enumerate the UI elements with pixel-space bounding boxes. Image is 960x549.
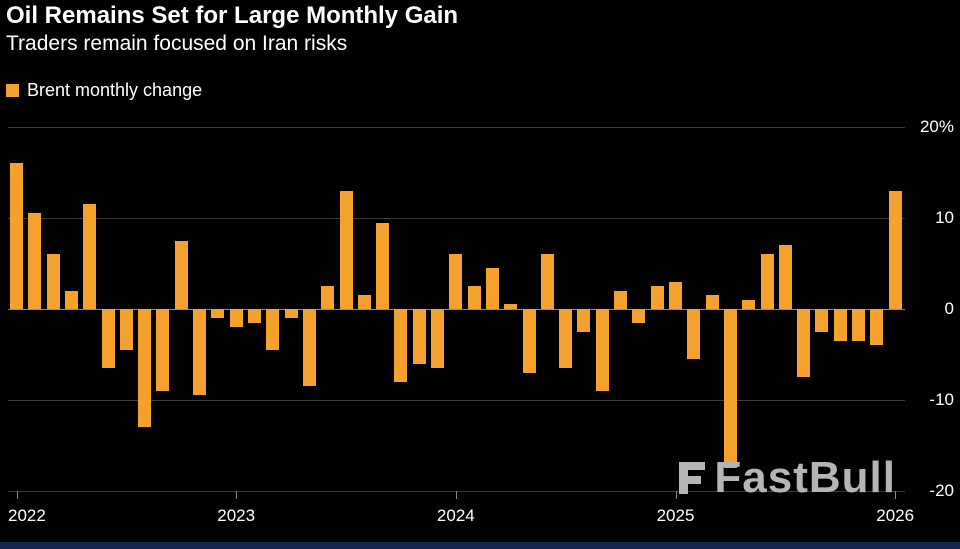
bar-2023-07 (339, 190, 353, 309)
bar-2025-10 (833, 309, 847, 341)
bar-2022-07 (119, 309, 133, 350)
x-tick-2025 (675, 491, 677, 499)
gridline--10 (8, 400, 905, 401)
bar-2022-03 (46, 254, 60, 309)
bar-2024-06 (540, 254, 554, 309)
bar-2025-05 (742, 299, 756, 309)
y-tick-label--10: -10 (929, 390, 954, 409)
bar-2023-04 (284, 309, 298, 319)
bar-2026-01 (888, 190, 902, 309)
legend-swatch-icon (6, 84, 19, 97)
bar-2022-10 (174, 240, 188, 309)
bar-2022-05 (83, 204, 97, 309)
bar-2024-02 (467, 286, 481, 309)
bar-2024-05 (522, 309, 536, 373)
bar-2023-02 (247, 309, 261, 323)
bar-2025-09 (815, 309, 829, 332)
bar-2022-09 (156, 309, 170, 391)
bar-2024-03 (485, 268, 499, 309)
bar-2025-11 (852, 309, 866, 341)
y-tick-label-20%: 20% (919, 117, 954, 136)
bar-2024-04 (504, 304, 518, 309)
bar-2025-01 (669, 281, 683, 309)
bar-2024-09 (595, 309, 609, 391)
bar-2023-05 (302, 309, 316, 387)
watermark: FastBull (677, 453, 896, 503)
bar-2025-02 (687, 309, 701, 360)
gridline-10 (8, 218, 905, 219)
x-tick-label-2022: 2022 (8, 506, 46, 525)
x-axis-labels: 2022 2023 2024 2025 2026 (8, 506, 914, 528)
y-tick-label--20: -20 (929, 481, 954, 500)
legend: Brent monthly change (6, 80, 202, 101)
x-tick-label-2025: 2025 (656, 506, 695, 525)
y-tick-label-0: 0 (944, 299, 954, 318)
bar-2024-08 (577, 309, 591, 332)
legend-label: Brent monthly change (27, 80, 203, 100)
chart-title: Oil Remains Set for Large Monthly Gain (6, 2, 459, 29)
bar-2022-11 (193, 309, 207, 396)
x-tick-2023 (236, 491, 238, 499)
watermark-text: FastBull (714, 453, 896, 502)
bar-2022-01 (10, 163, 23, 309)
bar-2025-08 (797, 309, 811, 378)
bar-2024-01 (449, 254, 463, 309)
bar-2022-08 (138, 309, 152, 428)
bar-2024-10 (614, 290, 628, 309)
bar-2022-02 (28, 213, 42, 309)
chart-subtitle: Traders remain focused on Iran risks (6, 32, 348, 55)
bar-2022-06 (101, 309, 115, 369)
x-tick-label-2026: 2026 (876, 506, 915, 525)
bar-2023-10 (394, 309, 408, 382)
bar-2023-09 (376, 222, 390, 309)
x-tick-label-2023: 2023 (217, 506, 256, 525)
bar-2024-12 (650, 286, 664, 309)
bar-2024-07 (559, 309, 573, 369)
gridline-20% (8, 127, 905, 128)
x-tick-2022 (16, 491, 18, 499)
bar-2025-03 (705, 295, 719, 309)
bar-2022-04 (64, 290, 78, 309)
x-tick-2026 (895, 491, 897, 499)
bar-2023-12 (431, 309, 445, 369)
x-tick-2024 (455, 491, 457, 499)
bar-2022-12 (211, 309, 225, 319)
bar-2023-11 (412, 309, 426, 364)
fastbull-logo-icon (677, 461, 707, 495)
bar-2025-12 (870, 309, 884, 346)
bar-2023-01 (229, 309, 243, 328)
y-tick-label-10: 10 (935, 208, 954, 227)
zero-line (8, 309, 905, 310)
x-tick-label-2024: 2024 (436, 506, 475, 525)
bar-2023-08 (357, 295, 371, 309)
bar-2024-11 (632, 309, 646, 323)
bar-2023-06 (321, 286, 335, 309)
bar-2025-06 (760, 254, 774, 309)
bar-2025-04 (723, 309, 737, 469)
bar-2025-07 (778, 245, 792, 309)
y-axis-labels: 20% 10 0 -10 -20 (908, 117, 954, 500)
bottom-strip (0, 542, 960, 549)
bar-2023-03 (266, 309, 280, 350)
plot-area (8, 127, 905, 499)
